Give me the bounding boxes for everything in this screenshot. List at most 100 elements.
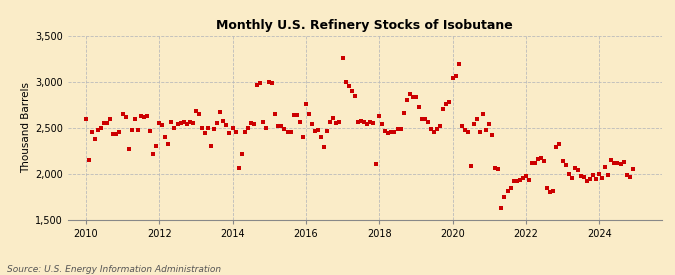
- Point: [594, 172, 605, 176]
- Point: [322, 128, 333, 133]
- Point: [606, 158, 617, 162]
- Point: [481, 128, 491, 132]
- Point: [377, 122, 387, 127]
- Point: [450, 74, 461, 78]
- Point: [126, 128, 137, 132]
- Point: [432, 126, 443, 131]
- Point: [206, 144, 217, 148]
- Point: [572, 168, 583, 172]
- Point: [392, 126, 403, 131]
- Point: [518, 175, 529, 180]
- Point: [340, 80, 351, 84]
- Point: [478, 112, 489, 116]
- Point: [276, 124, 287, 128]
- Point: [557, 159, 568, 163]
- Point: [124, 147, 134, 151]
- Point: [300, 102, 311, 106]
- Point: [618, 160, 629, 164]
- Point: [292, 113, 302, 117]
- Point: [588, 173, 599, 177]
- Point: [166, 120, 177, 125]
- Point: [389, 129, 400, 134]
- Point: [234, 166, 244, 170]
- Point: [111, 132, 122, 136]
- Point: [533, 157, 543, 161]
- Point: [221, 123, 232, 127]
- Point: [453, 62, 464, 67]
- Point: [505, 186, 516, 190]
- Point: [545, 190, 556, 195]
- Point: [499, 195, 510, 199]
- Point: [462, 129, 473, 134]
- Point: [224, 131, 235, 136]
- Point: [346, 89, 357, 93]
- Point: [144, 128, 155, 133]
- Point: [178, 120, 189, 125]
- Point: [215, 110, 225, 114]
- Point: [582, 179, 593, 183]
- Point: [493, 167, 504, 172]
- Point: [273, 124, 284, 128]
- Point: [475, 130, 485, 135]
- Point: [92, 128, 103, 132]
- Point: [520, 174, 531, 178]
- Point: [194, 112, 205, 116]
- Point: [190, 109, 201, 114]
- Point: [105, 117, 115, 121]
- Point: [484, 122, 495, 127]
- Point: [490, 166, 501, 170]
- Point: [548, 189, 559, 194]
- Point: [364, 120, 375, 125]
- Point: [530, 161, 541, 165]
- Point: [539, 159, 549, 163]
- Point: [136, 114, 146, 118]
- Point: [316, 135, 327, 139]
- Point: [288, 113, 299, 117]
- Point: [536, 156, 547, 161]
- Point: [261, 126, 271, 130]
- Point: [96, 126, 107, 130]
- Point: [542, 186, 553, 190]
- Point: [441, 102, 452, 106]
- Point: [585, 176, 595, 181]
- Point: [627, 167, 638, 172]
- Point: [398, 111, 409, 115]
- Point: [248, 122, 259, 127]
- Point: [374, 114, 385, 118]
- Point: [600, 165, 611, 170]
- Point: [282, 130, 293, 135]
- Point: [319, 145, 329, 149]
- Point: [184, 120, 195, 125]
- Point: [551, 145, 562, 149]
- Point: [151, 144, 161, 148]
- Point: [466, 163, 477, 168]
- Point: [90, 137, 101, 141]
- Point: [612, 161, 623, 165]
- Point: [524, 178, 535, 183]
- Point: [459, 128, 470, 132]
- Point: [218, 119, 229, 124]
- Point: [254, 81, 265, 85]
- Point: [294, 120, 305, 125]
- Point: [578, 175, 589, 179]
- Point: [438, 107, 449, 112]
- Point: [172, 122, 183, 127]
- Point: [563, 172, 574, 176]
- Point: [99, 121, 109, 125]
- Point: [120, 115, 131, 119]
- Point: [410, 95, 421, 100]
- Point: [508, 179, 519, 183]
- Point: [447, 76, 458, 80]
- Point: [615, 162, 626, 166]
- Point: [502, 188, 513, 193]
- Point: [383, 131, 394, 136]
- Point: [624, 175, 635, 179]
- Point: [575, 174, 586, 178]
- Point: [343, 84, 354, 89]
- Point: [270, 112, 281, 116]
- Point: [408, 94, 418, 99]
- Point: [212, 121, 223, 125]
- Point: [337, 56, 348, 60]
- Point: [597, 175, 608, 180]
- Point: [209, 126, 219, 131]
